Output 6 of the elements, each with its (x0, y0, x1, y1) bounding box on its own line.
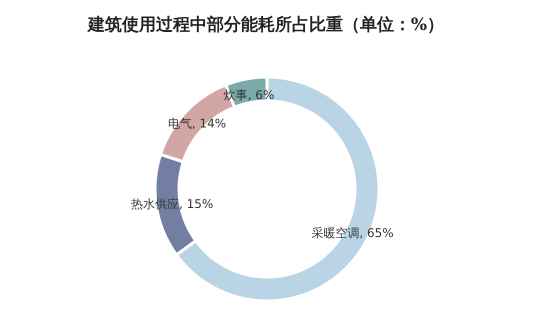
data-label: , 15% (179, 197, 214, 212)
slice-label: 采暖空调 (311, 226, 360, 240)
data-label: , 14% (192, 116, 226, 130)
chart-title: 建筑使用过程中部分能耗所占比重（单位：%） (86, 15, 444, 35)
data-label: , 65% (359, 226, 394, 240)
slice-label: 电气 (168, 116, 192, 130)
